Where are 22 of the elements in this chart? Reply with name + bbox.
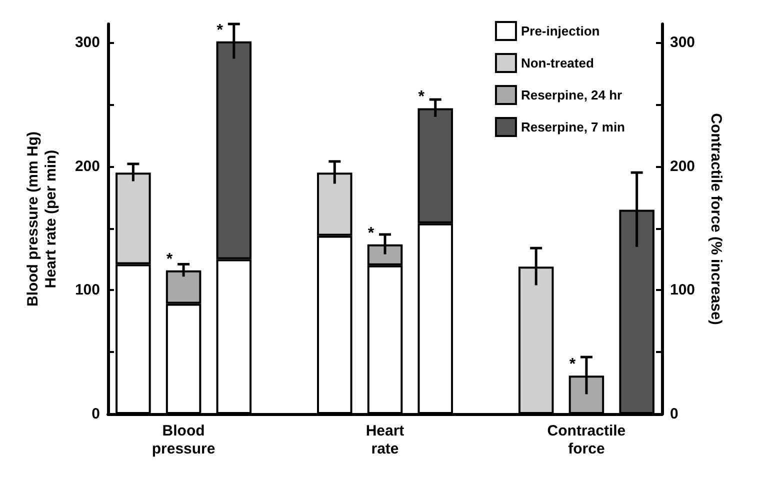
x-tick-label: Contractile force: [547, 422, 626, 458]
y2-tick-label: 300: [670, 34, 696, 52]
y-tick-label: 0: [92, 406, 100, 422]
y2-tick-label: 0: [670, 406, 678, 422]
y2-tick-label: 200: [670, 158, 696, 175]
y2-tick-label: 100: [670, 282, 696, 299]
legend-label: Non-treated: [520, 56, 594, 70]
data-label: *: [166, 250, 174, 268]
legend-label: Reserpine, 7 min: [520, 120, 626, 134]
y-tick-label: 100: [74, 282, 100, 299]
y-tick-label: 300: [74, 34, 100, 52]
legend-label: Pre-injection: [520, 24, 600, 38]
data-label: *: [368, 224, 375, 242]
x-tick-label: Heart rate: [366, 422, 404, 458]
y-tick-label: 200: [74, 158, 100, 175]
y2-axis-title: Contractile force (% increase): [708, 113, 724, 325]
data-label: *: [418, 88, 426, 106]
data-label: *: [216, 22, 224, 39]
x-tick-label: Blood pressure: [152, 422, 216, 458]
data-label: *: [569, 356, 576, 374]
legend-label: Reserpine, 24 hr: [520, 88, 622, 102]
y-axis-title: Blood pressure (mm Hg) Heart rate (per min): [24, 131, 60, 307]
